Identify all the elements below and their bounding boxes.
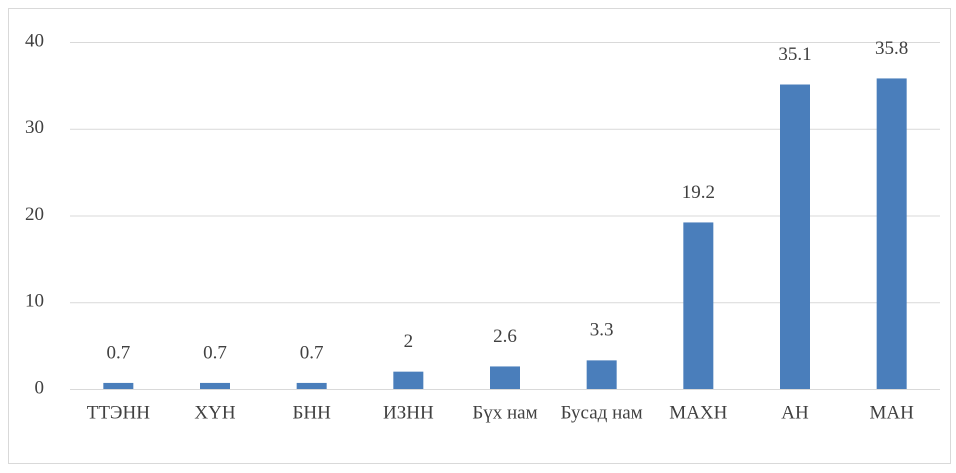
bar: [780, 84, 810, 389]
y-tick-label: 30: [25, 117, 44, 138]
bar: [490, 366, 520, 389]
x-tick-label: ХҮН: [194, 402, 235, 423]
bar: [393, 371, 424, 389]
x-tick-label: БНН: [292, 402, 331, 423]
x-tick-label: МАН: [869, 402, 914, 423]
bar: [876, 78, 907, 389]
y-tick-label: 0: [35, 377, 45, 398]
bar: [103, 382, 134, 389]
x-tick-label: МАХН: [669, 402, 727, 423]
bar: [200, 382, 230, 389]
value-label: 0.7: [300, 342, 324, 363]
value-label: 35.8: [875, 38, 908, 59]
x-tick-label: Бусад нам: [561, 402, 643, 423]
y-tick-label: 40: [25, 30, 44, 51]
bar: [586, 360, 617, 389]
value-label: 19.2: [682, 182, 715, 203]
y-tick-label: 20: [25, 204, 44, 225]
value-label: 0.7: [203, 342, 227, 363]
value-label: 35.1: [778, 44, 811, 65]
x-tick-label: Бүх нам: [472, 402, 537, 423]
value-label: 2: [404, 331, 414, 352]
bar: [296, 382, 327, 389]
y-tick-label: 10: [25, 291, 44, 312]
value-label: 0.7: [106, 342, 130, 363]
x-tick-label: АН: [781, 402, 809, 423]
x-tick-label: ИЗНН: [383, 402, 434, 423]
value-label: 3.3: [590, 320, 614, 341]
bar: [683, 222, 714, 389]
x-tick-label: ТТЭНН: [87, 402, 150, 423]
value-label: 2.6: [493, 326, 517, 347]
